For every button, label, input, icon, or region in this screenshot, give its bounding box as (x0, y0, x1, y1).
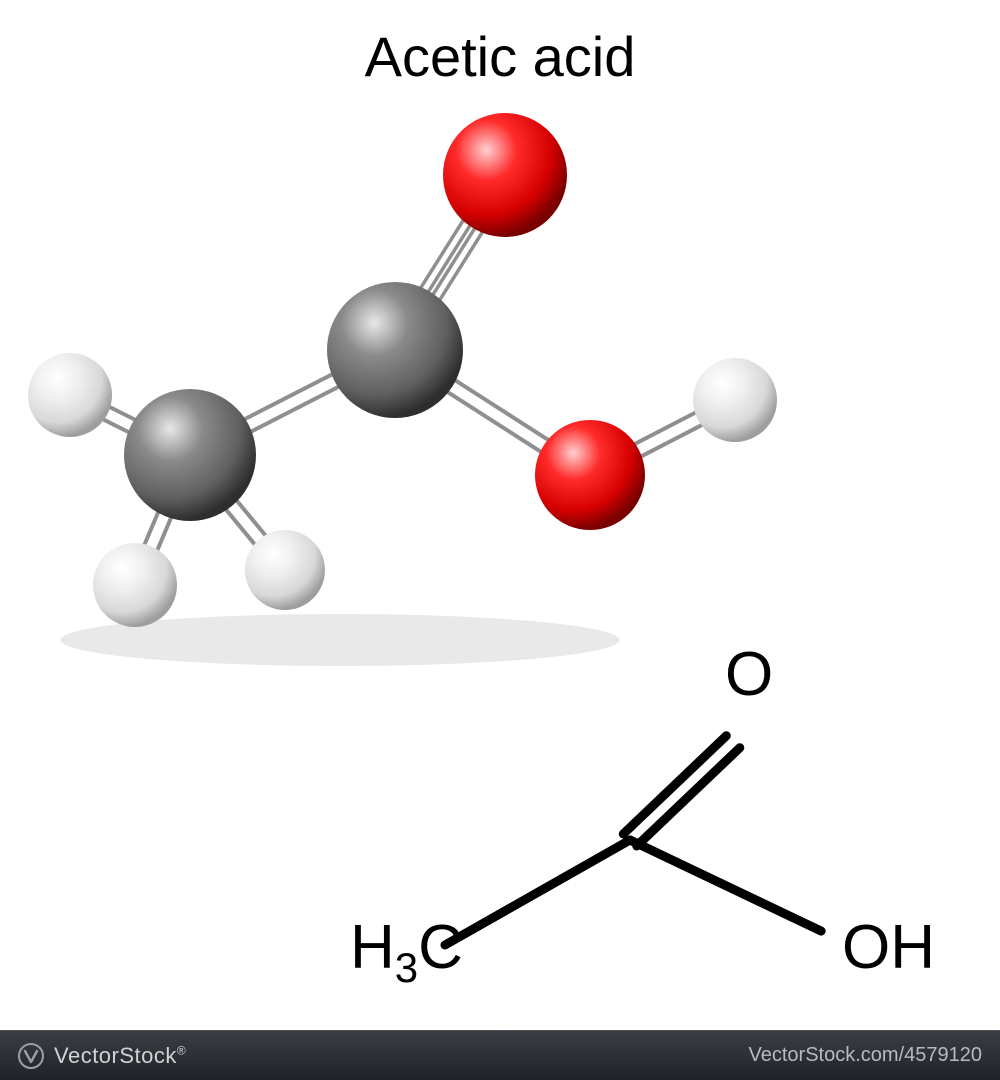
atom-H_m1 (28, 353, 112, 437)
atom-H_m2 (93, 543, 177, 627)
watermark-brand-text: VectorStock® (54, 1043, 186, 1069)
label-o: O (725, 640, 773, 709)
structural-formula: H3C O OH (350, 640, 935, 991)
atom-C1_methyl (124, 389, 256, 521)
atom-H_oh (693, 358, 777, 442)
watermark-id: VectorStock.com/4579120 (749, 1044, 982, 1067)
watermark-bar: VectorStock® VectorStock.com/4579120 (0, 1030, 1000, 1080)
atom-H_m3 (245, 530, 325, 610)
atom-C2_carboxyl (327, 282, 463, 418)
label-oh: OH (842, 913, 935, 982)
atom-O_hydroxyl (535, 420, 645, 530)
watermark-brand-block: VectorStock® (18, 1043, 186, 1069)
molecule-diagram: H3C O OH (0, 0, 1000, 1080)
label-h3c: H3C (350, 913, 463, 991)
atom-O_dbl (443, 113, 567, 237)
watermark-logo-icon (18, 1043, 44, 1069)
